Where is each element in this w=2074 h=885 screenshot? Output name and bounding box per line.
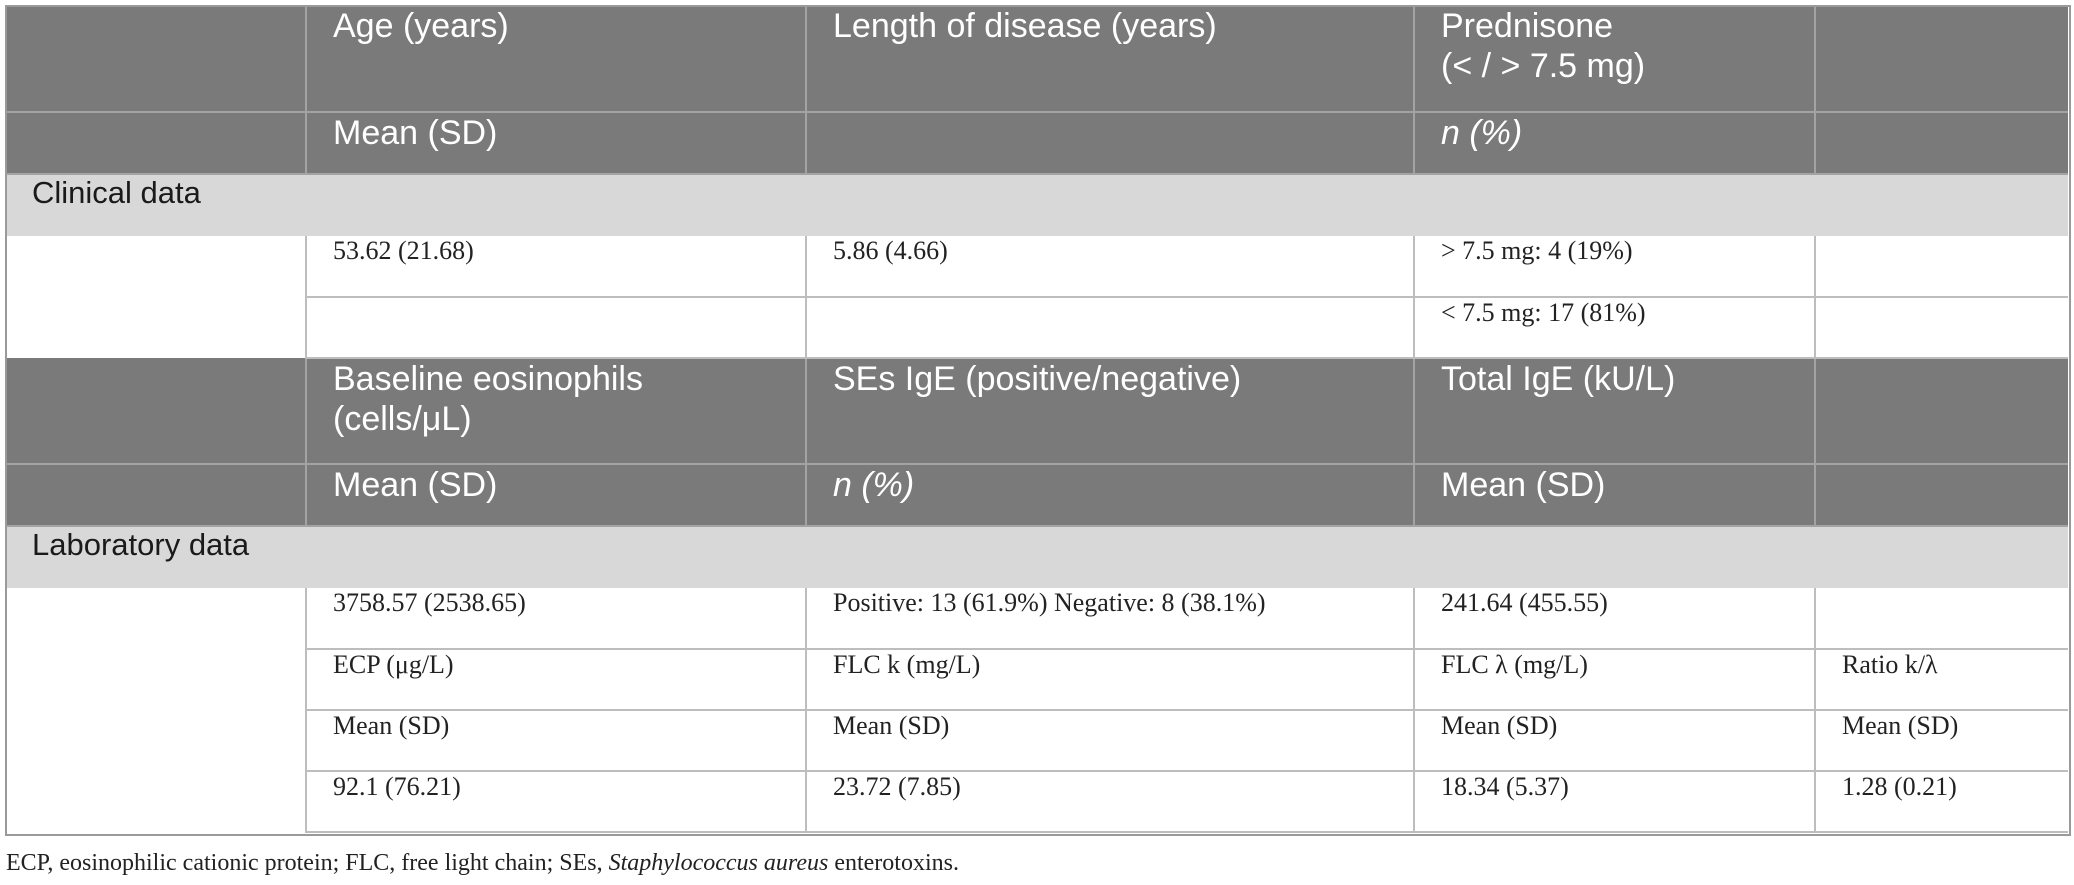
data-table: Age (years) Length of disease (years) Pr… bbox=[6, 6, 2068, 833]
table-cell: Positive: 13 (61.9%) Negative: 8 (38.1%) bbox=[805, 588, 1414, 650]
table-cell: FLC k (mg/L) bbox=[805, 649, 1414, 711]
table-cell: 18.34 (5.37) bbox=[1413, 771, 1815, 833]
table-cell bbox=[305, 297, 806, 359]
header-row: Mean (SD) n (%) Mean (SD) bbox=[6, 464, 2068, 527]
header-cell: Total IgE (kU/L) bbox=[1414, 358, 1816, 465]
table-cell bbox=[6, 297, 306, 358]
header-cell bbox=[1815, 112, 2068, 175]
footnote-species: Staphylococcus aureus bbox=[608, 850, 829, 876]
header-cell-empty bbox=[6, 464, 307, 527]
table-cell bbox=[6, 588, 306, 649]
table-row: ECP (μg/L) FLC k (mg/L) FLC λ (mg/L) Rat… bbox=[6, 649, 2068, 711]
header-cell: Mean (SD) bbox=[306, 464, 807, 527]
header-cell: Baseline eosinophils (cells/μL) bbox=[306, 358, 807, 465]
table-row: 53.62 (21.68) 5.86 (4.66) > 7.5 mg: 4 (1… bbox=[6, 236, 2068, 298]
header-cell: n (%) bbox=[1414, 112, 1816, 175]
table-row: 3758.57 (2538.65) Positive: 13 (61.9%) N… bbox=[6, 588, 2068, 650]
table-row: 92.1 (76.21) 23.72 (7.85) 18.34 (5.37) 1… bbox=[6, 771, 2068, 833]
table-cell: 53.62 (21.68) bbox=[305, 236, 806, 298]
header-cell-line: (< / > 7.5 mg) bbox=[1441, 47, 1646, 85]
header-cell-line: Baseline eosinophils bbox=[333, 360, 643, 398]
table-cell bbox=[1814, 236, 2068, 298]
footnote-text: enterotoxins. bbox=[828, 850, 959, 876]
header-cell bbox=[1815, 6, 2068, 113]
table-cell: 3758.57 (2538.65) bbox=[305, 588, 806, 650]
table-cell bbox=[805, 297, 1414, 359]
section-row: Clinical data bbox=[6, 174, 2068, 236]
header-cell: Length of disease (years) bbox=[806, 6, 1415, 113]
header-cell-line: Prednisone bbox=[1441, 7, 1614, 45]
table-cell: ECP (μg/L) bbox=[305, 649, 806, 711]
header-cell bbox=[1815, 358, 2068, 465]
header-cell: Mean (SD) bbox=[306, 112, 807, 175]
table-cell: Mean (SD) bbox=[1814, 710, 2068, 772]
header-cell: n (%) bbox=[806, 464, 1415, 527]
table-cell bbox=[1814, 588, 2068, 650]
table-cell bbox=[6, 771, 306, 832]
table-cell: 1.28 (0.21) bbox=[1814, 771, 2068, 833]
header-cell: Mean (SD) bbox=[1414, 464, 1816, 527]
header-row: Baseline eosinophils (cells/μL) SEs IgE (… bbox=[6, 358, 2068, 465]
table-cell bbox=[6, 710, 306, 771]
header-row: Age (years) Length of disease (years) Pr… bbox=[6, 6, 2068, 113]
table-cell: 241.64 (455.55) bbox=[1413, 588, 1815, 650]
header-cell: Prednisone (< / > 7.5 mg) bbox=[1414, 6, 1816, 113]
section-title: Laboratory data bbox=[6, 526, 2068, 588]
table-row: < 7.5 mg: 17 (81%) bbox=[6, 297, 2068, 359]
header-cell: SEs IgE (positive/negative) bbox=[806, 358, 1415, 465]
table-cell bbox=[6, 649, 306, 710]
table-cell bbox=[1814, 297, 2068, 359]
footnote-text: ECP, eosinophilic cationic protein; FLC,… bbox=[6, 850, 609, 876]
table-cell: 23.72 (7.85) bbox=[805, 771, 1414, 833]
header-cell bbox=[1815, 464, 2068, 527]
table-cell: < 7.5 mg: 17 (81%) bbox=[1413, 297, 1815, 359]
table-row: Mean (SD) Mean (SD) Mean (SD) Mean (SD) bbox=[6, 710, 2068, 772]
header-cell-line: (cells/μL) bbox=[333, 400, 472, 438]
footnote: ECP, eosinophilic cationic protein; FLC,… bbox=[6, 850, 959, 877]
table-cell bbox=[6, 236, 306, 297]
table-cell: > 7.5 mg: 4 (19%) bbox=[1413, 236, 1815, 298]
header-cell-empty bbox=[6, 6, 307, 113]
table-cell: Mean (SD) bbox=[805, 710, 1414, 772]
header-row: Mean (SD) n (%) bbox=[6, 112, 2068, 175]
table-cell: 5.86 (4.66) bbox=[805, 236, 1414, 298]
header-cell-empty bbox=[6, 358, 307, 465]
section-title: Clinical data bbox=[6, 174, 2068, 236]
section-row: Laboratory data bbox=[6, 526, 2068, 588]
header-cell-empty bbox=[6, 112, 307, 175]
table-cell: Mean (SD) bbox=[1413, 710, 1815, 772]
table-cell: FLC λ (mg/L) bbox=[1413, 649, 1815, 711]
header-cell: Age (years) bbox=[306, 6, 807, 113]
table-cell: 92.1 (76.21) bbox=[305, 771, 806, 833]
header-cell bbox=[806, 112, 1415, 175]
table-cell: Ratio k/λ bbox=[1814, 649, 2068, 711]
table-cell: Mean (SD) bbox=[305, 710, 806, 772]
